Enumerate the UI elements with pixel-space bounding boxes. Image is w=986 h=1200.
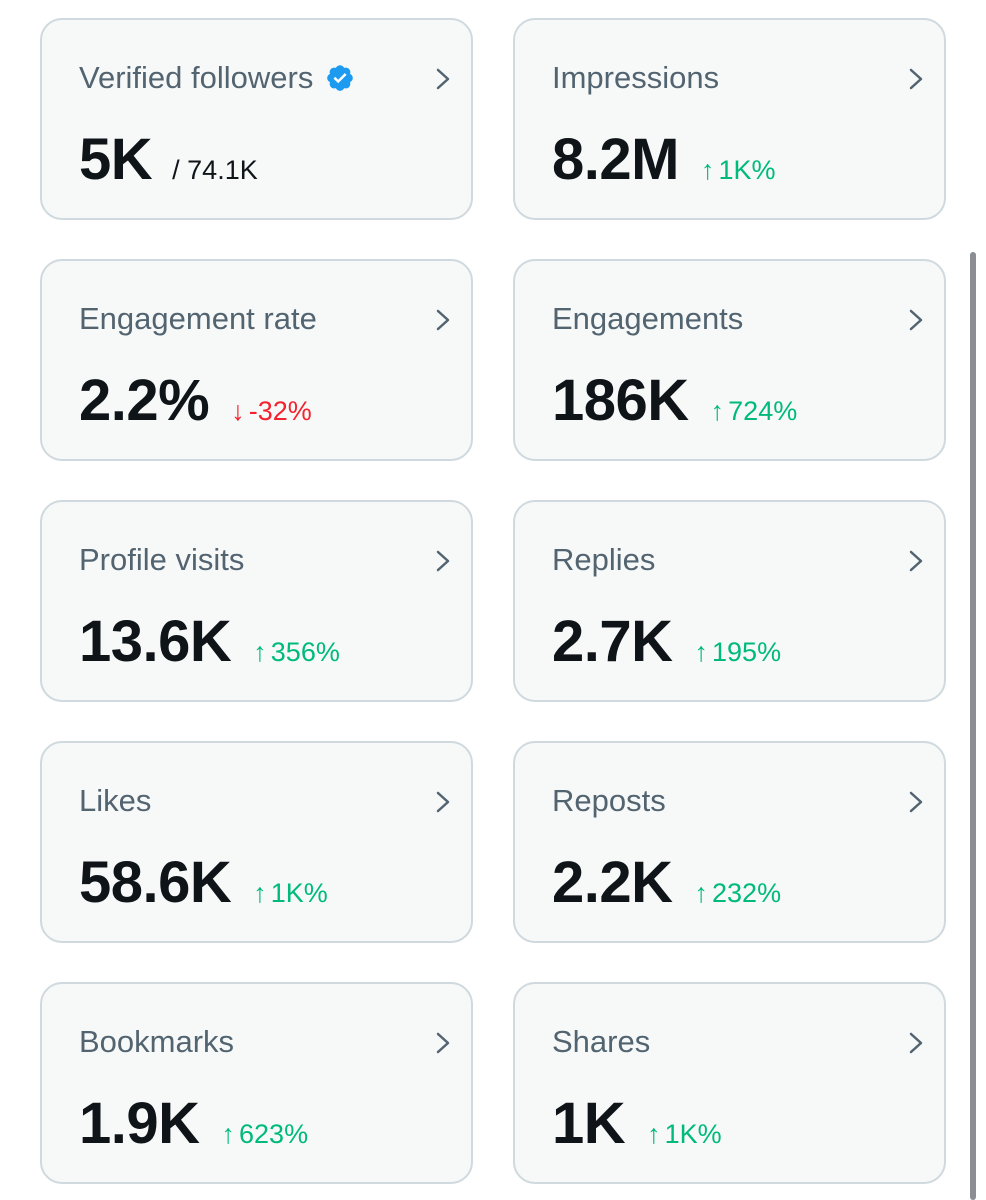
value-row: 13.6K ↑ 356% — [79, 610, 340, 674]
card-label: Engagements — [552, 301, 744, 336]
chevron-right-icon — [436, 68, 450, 90]
chevron-right-icon — [436, 791, 450, 813]
value-row: 58.6K ↑ 1K% — [79, 851, 328, 915]
metric-value: 2.2K — [552, 850, 673, 915]
arrow-up-icon: ↑ — [647, 1119, 661, 1149]
metric-value: 2.2% — [79, 368, 210, 433]
card-bookmarks[interactable]: Bookmarks 1.9K ↑ 623% — [40, 982, 473, 1184]
arrow-up-icon: ↑ — [710, 396, 725, 426]
value-row: 5K / 74.1K — [79, 128, 258, 192]
metric-value: 13.6K — [79, 609, 232, 674]
arrow-up-icon: ↑ — [694, 878, 709, 908]
value-row: 2.2% ↓ -32% — [79, 369, 312, 433]
metric-value: 1K — [552, 1091, 626, 1156]
card-label: Shares — [552, 1024, 651, 1059]
arrow-up-icon: ↑ — [221, 1119, 236, 1149]
chevron-right-icon — [909, 309, 923, 331]
chevron-right-icon — [436, 1032, 450, 1054]
delta-value: 623% — [239, 1119, 309, 1149]
card-shares[interactable]: Shares 1K ↑ 1K% — [513, 982, 946, 1184]
metric-value: 8.2M — [552, 127, 679, 192]
card-replies[interactable]: Replies 2.7K ↑ 195% — [513, 500, 946, 702]
card-likes[interactable]: Likes 58.6K ↑ 1K% — [40, 741, 473, 943]
arrow-up-icon: ↑ — [253, 878, 267, 908]
card-verified-followers[interactable]: Verified followers 5K / 74.1K — [40, 18, 473, 220]
metric-value: 58.6K — [79, 850, 232, 915]
value-row: 1.9K ↑ 623% — [79, 1092, 308, 1156]
arrow-up-icon: ↑ — [694, 637, 709, 667]
value-row: 2.7K ↑ 195% — [552, 610, 781, 674]
delta-value: -32% — [248, 396, 312, 426]
metric-delta: ↑ 232% — [695, 878, 782, 909]
card-label: Profile visits — [79, 542, 245, 577]
card-impressions[interactable]: Impressions 8.2M ↑ 1K% — [513, 18, 946, 220]
delta-value: 1K% — [270, 878, 328, 908]
value-row: 8.2M ↑ 1K% — [552, 128, 776, 192]
delta-value: 1K% — [664, 1119, 722, 1149]
metric-delta: ↑ 724% — [711, 396, 798, 427]
metric-delta: ↑ 1K% — [701, 155, 776, 186]
chevron-right-icon — [909, 791, 923, 813]
card-label: Replies — [552, 542, 656, 577]
metric-value: 1.9K — [79, 1091, 200, 1156]
metric-delta: ↑ 1K% — [253, 878, 328, 909]
chevron-right-icon — [909, 68, 923, 90]
chevron-right-icon — [909, 550, 923, 572]
card-engagements[interactable]: Engagements 186K ↑ 724% — [513, 259, 946, 461]
delta-value: 724% — [728, 396, 798, 426]
card-label: Engagement rate — [79, 301, 317, 336]
card-engagement-rate[interactable]: Engagement rate 2.2% ↓ -32% — [40, 259, 473, 461]
value-row: 2.2K ↑ 232% — [552, 851, 781, 915]
delta-value: 356% — [270, 637, 340, 667]
metric-delta: ↑ 356% — [253, 637, 340, 668]
card-label: Impressions — [552, 60, 720, 95]
metric-value: 186K — [552, 368, 689, 433]
chevron-right-icon — [909, 1032, 923, 1054]
value-row: 186K ↑ 724% — [552, 369, 797, 433]
card-profile-visits[interactable]: Profile visits 13.6K ↑ 356% — [40, 500, 473, 702]
chevron-right-icon — [436, 550, 450, 572]
verified-badge-icon — [327, 65, 354, 91]
card-label: Verified followers — [79, 60, 355, 96]
metric-value: 2.7K — [552, 609, 673, 674]
scrollbar[interactable] — [970, 252, 976, 1200]
metric-delta: ↑ 623% — [222, 1119, 309, 1150]
metric-value: 5K — [79, 127, 153, 192]
card-reposts[interactable]: Reposts 2.2K ↑ 232% — [513, 741, 946, 943]
delta-value: 195% — [712, 637, 782, 667]
value-row: 1K ↑ 1K% — [552, 1092, 722, 1156]
chevron-right-icon — [436, 309, 450, 331]
delta-value: 232% — [712, 878, 782, 908]
metric-delta: ↓ -32% — [231, 396, 312, 427]
metrics-grid: Verified followers 5K / 74.1K Impression… — [40, 18, 946, 1184]
arrow-down-icon: ↓ — [231, 396, 245, 426]
card-label: Reposts — [552, 783, 666, 818]
metric-delta: ↑ 1K% — [647, 1119, 722, 1150]
card-label: Bookmarks — [79, 1024, 235, 1059]
metric-delta: ↑ 195% — [695, 637, 782, 668]
arrow-up-icon: ↑ — [253, 637, 267, 667]
arrow-up-icon: ↑ — [700, 155, 715, 185]
delta-value: 1K% — [718, 155, 776, 185]
card-label-text: Verified followers — [79, 60, 314, 95]
metric-total: / 74.1K — [172, 155, 258, 185]
card-label: Likes — [79, 783, 152, 818]
